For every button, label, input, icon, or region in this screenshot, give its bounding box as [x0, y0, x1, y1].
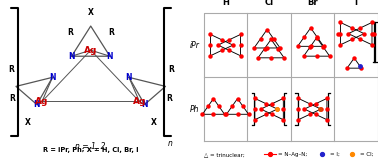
Text: Br: Br: [307, 0, 318, 7]
Text: Ag: Ag: [36, 97, 49, 106]
Text: N: N: [141, 100, 148, 109]
Text: H: H: [222, 0, 229, 7]
Text: X: X: [150, 118, 156, 127]
Text: Ag: Ag: [133, 97, 146, 106]
Text: Ph: Ph: [190, 105, 200, 113]
Text: = N–Ag–N;: = N–Ag–N;: [278, 152, 307, 157]
Text: n = 1, 2: n = 1, 2: [76, 142, 106, 151]
Text: N: N: [126, 73, 132, 82]
Text: R: R: [166, 94, 172, 103]
Text: I: I: [355, 0, 358, 7]
Text: R: R: [67, 28, 73, 37]
Text: Cl: Cl: [265, 0, 274, 7]
Text: Ag: Ag: [84, 46, 98, 55]
Text: R: R: [8, 65, 14, 74]
Text: N: N: [34, 100, 40, 109]
Text: = Cl;: = Cl;: [360, 152, 373, 157]
Text: R: R: [108, 28, 115, 37]
Text: R: R: [9, 94, 15, 103]
Text: R: R: [168, 65, 174, 74]
Text: N: N: [68, 52, 75, 61]
Text: iPr: iPr: [190, 41, 200, 50]
Text: X: X: [25, 118, 31, 127]
Text: X: X: [88, 8, 94, 17]
Text: = I;: = I;: [330, 152, 340, 157]
Text: N: N: [107, 52, 113, 61]
Text: R = iPr, Ph; X = H, Cl, Br, I: R = iPr, Ph; X = H, Cl, Br, I: [43, 147, 138, 153]
Text: △ = trinuclear;: △ = trinuclear;: [204, 152, 245, 157]
Text: n: n: [167, 139, 172, 148]
Text: N: N: [49, 73, 56, 82]
